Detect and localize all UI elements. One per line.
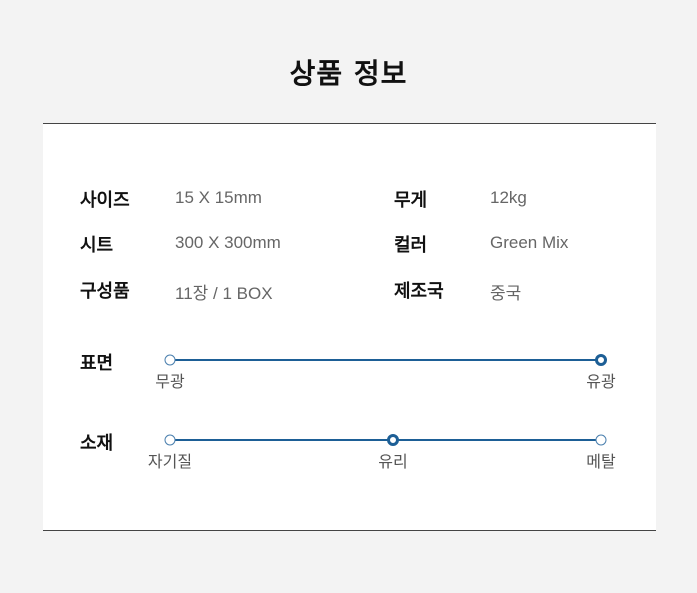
- scale-option-porcelain: 자기질: [147, 452, 193, 471]
- spec-value-origin: 중국: [490, 284, 522, 303]
- scale-option-matte: 무광: [155, 372, 185, 391]
- spec-label-origin: 제조국: [394, 281, 444, 302]
- scale-option-metal: 메탈: [586, 452, 616, 471]
- spec-value-sheet: 300 X 300mm: [175, 233, 281, 252]
- scale-label-material: 소재: [80, 433, 114, 454]
- spec-value-weight: 12kg: [490, 188, 527, 207]
- product-info-card: 사이즈 15 X 15mm 무게 12kg 시트 300 X 300mm 컬러 …: [43, 123, 656, 531]
- scale-option-glass: 유리: [378, 452, 408, 471]
- scale-point-matte: [164, 354, 176, 366]
- scale-point-metal: [595, 434, 607, 446]
- scale-option-gloss: 유광: [586, 372, 616, 391]
- spec-label-color: 컬러: [394, 235, 428, 256]
- scale-point-glass-selected: [387, 434, 399, 446]
- spec-label-sheet: 시트: [80, 235, 114, 256]
- scale-track-surface: [170, 359, 601, 361]
- page-title: 상품 정보: [289, 57, 408, 90]
- spec-label-components: 구성품: [80, 281, 130, 302]
- spec-label-size: 사이즈: [80, 190, 130, 211]
- scale-point-gloss-selected: [595, 354, 607, 366]
- scale-label-surface: 표면: [80, 353, 114, 374]
- scale-track-material: [170, 439, 601, 441]
- spec-value-color: Green Mix: [490, 233, 569, 252]
- spec-value-components: 11장 / 1 BOX: [175, 284, 273, 303]
- spec-value-size: 15 X 15mm: [175, 188, 262, 207]
- spec-label-weight: 무게: [394, 190, 428, 211]
- scale-point-porcelain: [164, 434, 176, 446]
